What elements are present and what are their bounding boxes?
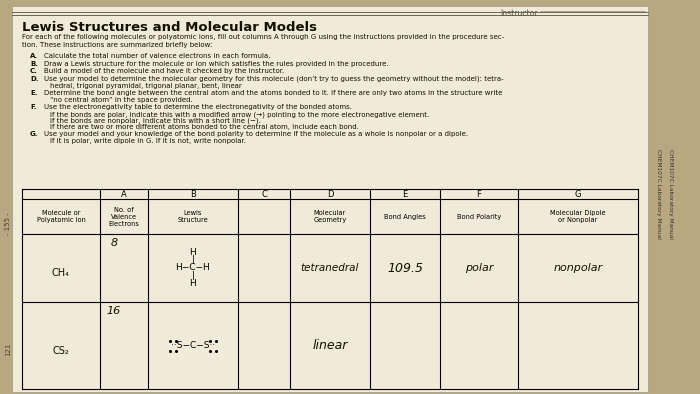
Text: D.: D.	[30, 76, 38, 82]
Text: If the bonds are polar, indicate this with a modified arrow (→) pointing to the : If the bonds are polar, indicate this wi…	[50, 111, 429, 117]
Text: F: F	[477, 190, 482, 199]
Text: Lewis Structures and Molecular Models: Lewis Structures and Molecular Models	[22, 21, 317, 34]
Text: 121: 121	[5, 342, 11, 356]
Text: H−C−H: H−C−H	[176, 264, 211, 273]
Text: Molecular
Geometry: Molecular Geometry	[314, 210, 346, 223]
Text: A.: A.	[30, 53, 38, 59]
Text: - 155 -: - 155 -	[5, 213, 11, 235]
Text: B: B	[190, 190, 196, 199]
FancyBboxPatch shape	[12, 6, 648, 392]
Text: tetranedral: tetranedral	[301, 263, 359, 273]
Text: No. of
Valence
Electrons: No. of Valence Electrons	[108, 206, 139, 227]
Text: Lewis
Structure: Lewis Structure	[178, 210, 209, 223]
Text: A: A	[121, 190, 127, 199]
Text: Molecule or
Polyatomic Ion: Molecule or Polyatomic Ion	[36, 210, 85, 223]
Text: “no central atom” in the space provided.: “no central atom” in the space provided.	[50, 97, 192, 103]
Text: nonpolar: nonpolar	[554, 263, 603, 273]
Text: hedral, trigonal pyramidal, trigonal planar, bent, linear: hedral, trigonal pyramidal, trigonal pla…	[50, 83, 241, 89]
Text: C.: C.	[30, 68, 38, 74]
Text: H: H	[190, 279, 197, 288]
Text: Use your model to determine the molecular geometry for this molecule (don’t try : Use your model to determine the molecula…	[44, 76, 503, 82]
Text: Build a model of the molecule and have it checked by the instructor.: Build a model of the molecule and have i…	[44, 68, 284, 74]
Text: F.: F.	[30, 104, 36, 110]
Text: C: C	[261, 190, 267, 199]
Text: linear: linear	[312, 339, 348, 352]
Text: 16: 16	[107, 306, 121, 316]
Text: Draw a Lewis structure for the molecule or ion which satisfies the rules provide: Draw a Lewis structure for the molecule …	[44, 61, 389, 67]
Text: If it is polar, write dipole in G. If it is not, write nonpolar.: If it is polar, write dipole in G. If it…	[50, 138, 246, 144]
Text: B.: B.	[30, 61, 38, 67]
Text: E: E	[402, 190, 407, 199]
Text: |: |	[192, 271, 195, 281]
Text: Use the electronegativity table to determine the electronegativity of the bonded: Use the electronegativity table to deter…	[44, 104, 352, 110]
Text: CH₄: CH₄	[52, 268, 70, 278]
Text: CS₂: CS₂	[52, 346, 69, 355]
Text: D: D	[327, 190, 333, 199]
Text: |: |	[192, 255, 195, 264]
Text: Instructor: Instructor	[500, 9, 538, 18]
Text: ··S−C−S··: ··S−C−S··	[171, 341, 215, 350]
Text: H: H	[190, 247, 197, 256]
Text: Determine the bond angle between the central atom and the atoms bonded to it. If: Determine the bond angle between the cen…	[44, 89, 503, 95]
Text: Use your model and your knowledge of the bond polarity to determine if the molec: Use your model and your knowledge of the…	[44, 130, 468, 136]
Text: Bond Angles: Bond Angles	[384, 214, 426, 219]
Text: If the bonds are nonpolar, indicate this with a short line (−).: If the bonds are nonpolar, indicate this…	[50, 117, 261, 124]
Text: 109.5: 109.5	[387, 262, 423, 275]
Text: Molecular Dipole
or Nonpolar: Molecular Dipole or Nonpolar	[550, 210, 606, 223]
Text: polar: polar	[465, 263, 493, 273]
Text: G: G	[575, 190, 581, 199]
Text: 8: 8	[111, 238, 118, 248]
Text: Calculate the total number of valence electrons in each formula.: Calculate the total number of valence el…	[44, 53, 270, 59]
Text: E.: E.	[30, 89, 38, 95]
Text: CHEM107C Laboratory Manual: CHEM107C Laboratory Manual	[655, 149, 661, 239]
Text: CHEM107C Laboratory Manual: CHEM107C Laboratory Manual	[668, 149, 673, 239]
Text: G.: G.	[30, 130, 38, 136]
Text: tion. These instructions are summarized briefly below:: tion. These instructions are summarized …	[22, 42, 212, 48]
Text: Bond Polarity: Bond Polarity	[457, 214, 501, 219]
Text: If there are two or more different atoms bonded to the central atom, include eac: If there are two or more different atoms…	[50, 124, 359, 130]
Text: For each of the following molecules or polyatomic ions, fill out columns A throu: For each of the following molecules or p…	[22, 34, 504, 40]
